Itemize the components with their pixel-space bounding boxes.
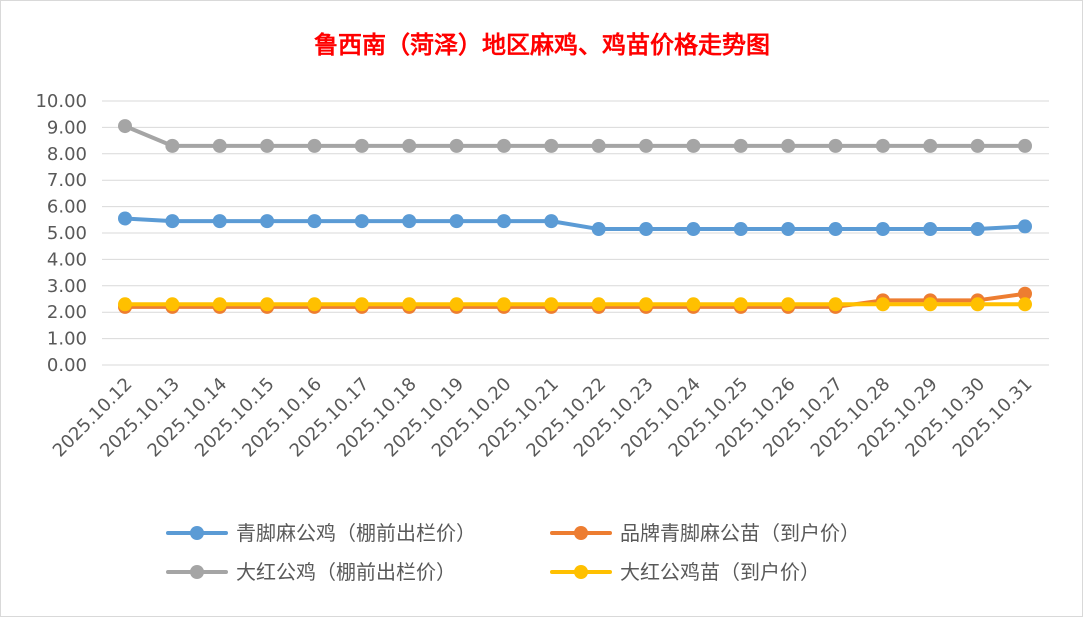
data-point — [496, 297, 511, 312]
data-point — [733, 297, 748, 312]
data-point — [828, 222, 843, 237]
legend-item: 青脚麻公鸡（棚前出栏价） — [166, 521, 476, 545]
legend-swatch-marker — [574, 565, 588, 579]
y-tick-label: 6.00 — [47, 197, 87, 218]
legend-label: 大红公鸡（棚前出栏价） — [236, 560, 456, 584]
y-tick-label: 4.00 — [47, 249, 87, 270]
data-point — [923, 138, 938, 153]
series-0 — [118, 211, 1032, 237]
data-point — [307, 297, 322, 312]
data-point — [875, 222, 890, 237]
data-point — [591, 297, 606, 312]
gridlines — [102, 100, 1049, 366]
data-point — [212, 214, 227, 229]
data-point — [1018, 219, 1032, 234]
data-point — [686, 138, 701, 153]
y-tick-label: 5.00 — [47, 223, 87, 244]
data-point — [733, 222, 748, 237]
y-tick-label: 7.00 — [47, 170, 87, 191]
data-point — [402, 214, 417, 229]
series-line — [123, 291, 1027, 309]
y-tick-label: 2.00 — [47, 302, 87, 323]
data-point — [544, 138, 559, 153]
legend-swatch-marker — [190, 565, 204, 579]
y-tick-label: 1.00 — [47, 329, 87, 350]
data-point — [307, 214, 322, 229]
chart-title: 鲁西南（菏泽）地区麻鸡、鸡苗价格走势图 — [314, 30, 770, 59]
data-point — [781, 297, 796, 312]
legend-item: 大红公鸡（棚前出栏价） — [166, 560, 456, 584]
data-point — [828, 138, 843, 153]
data-point — [923, 222, 938, 237]
data-point — [307, 138, 322, 153]
data-point — [970, 297, 985, 312]
data-point — [686, 297, 701, 312]
data-point — [591, 222, 606, 237]
series-2 — [118, 119, 1032, 153]
legend-label: 品牌青脚麻公苗（到户价） — [620, 521, 860, 545]
series-layer — [118, 119, 1032, 314]
data-point — [354, 214, 369, 229]
legend-swatch-marker — [190, 526, 204, 540]
data-point — [449, 138, 464, 153]
data-point — [449, 297, 464, 312]
data-point — [118, 119, 132, 134]
legend-label: 大红公鸡苗（到户价） — [620, 560, 820, 584]
series-1 — [118, 286, 1032, 314]
data-point — [260, 214, 275, 229]
data-point — [828, 297, 843, 312]
data-point — [875, 297, 890, 312]
data-point — [686, 222, 701, 237]
data-point — [781, 138, 796, 153]
legend: 青脚麻公鸡（棚前出栏价） 品牌青脚麻公苗（到户价） 大红公鸡（棚前出栏价） 大红公鸡苗… — [166, 521, 860, 584]
data-point — [923, 297, 938, 312]
data-point — [402, 138, 417, 153]
series-line — [123, 124, 1027, 148]
data-point — [639, 222, 654, 237]
data-point — [1018, 138, 1032, 153]
data-point — [733, 138, 748, 153]
data-point — [970, 138, 985, 153]
y-tick-label: 8.00 — [47, 144, 87, 165]
data-point — [591, 138, 606, 153]
legend-item: 品牌青脚麻公苗（到户价） — [550, 521, 860, 545]
data-point — [260, 297, 275, 312]
y-tick-label: 10.00 — [35, 91, 87, 112]
data-point — [970, 222, 985, 237]
y-axis-ticks: 0.00 1.00 2.00 3.00 4.00 5.00 6.00 7.00 8.00 9.00… — [35, 91, 87, 376]
data-point — [354, 138, 369, 153]
series-line — [123, 216, 1027, 232]
data-point — [449, 214, 464, 229]
y-tick-label: 9.00 — [47, 117, 87, 138]
legend-swatch-marker — [574, 526, 588, 540]
data-point — [165, 297, 180, 312]
data-point — [781, 222, 796, 237]
data-point — [639, 138, 654, 153]
data-point — [354, 297, 369, 312]
data-point — [496, 138, 511, 153]
series-3 — [118, 297, 1032, 312]
data-point — [260, 138, 275, 153]
x-axis-ticks: 2025.10.122025.10.132025.10.142025.10.15… — [49, 374, 1037, 462]
legend-label: 青脚麻公鸡（棚前出栏价） — [236, 521, 476, 545]
legend-item: 大红公鸡苗（到户价） — [550, 560, 820, 584]
data-point — [639, 297, 654, 312]
data-point — [1018, 297, 1032, 312]
data-point — [402, 297, 417, 312]
data-point — [544, 214, 559, 229]
y-tick-label: 0.00 — [47, 355, 87, 376]
data-point — [165, 138, 180, 153]
data-point — [212, 297, 227, 312]
data-point — [496, 214, 511, 229]
data-point — [165, 214, 180, 229]
data-point — [544, 297, 559, 312]
data-point — [875, 138, 890, 153]
y-tick-label: 3.00 — [47, 276, 87, 297]
data-point — [118, 297, 132, 312]
data-point — [118, 211, 132, 226]
data-point — [212, 138, 227, 153]
data-point — [1018, 286, 1032, 301]
